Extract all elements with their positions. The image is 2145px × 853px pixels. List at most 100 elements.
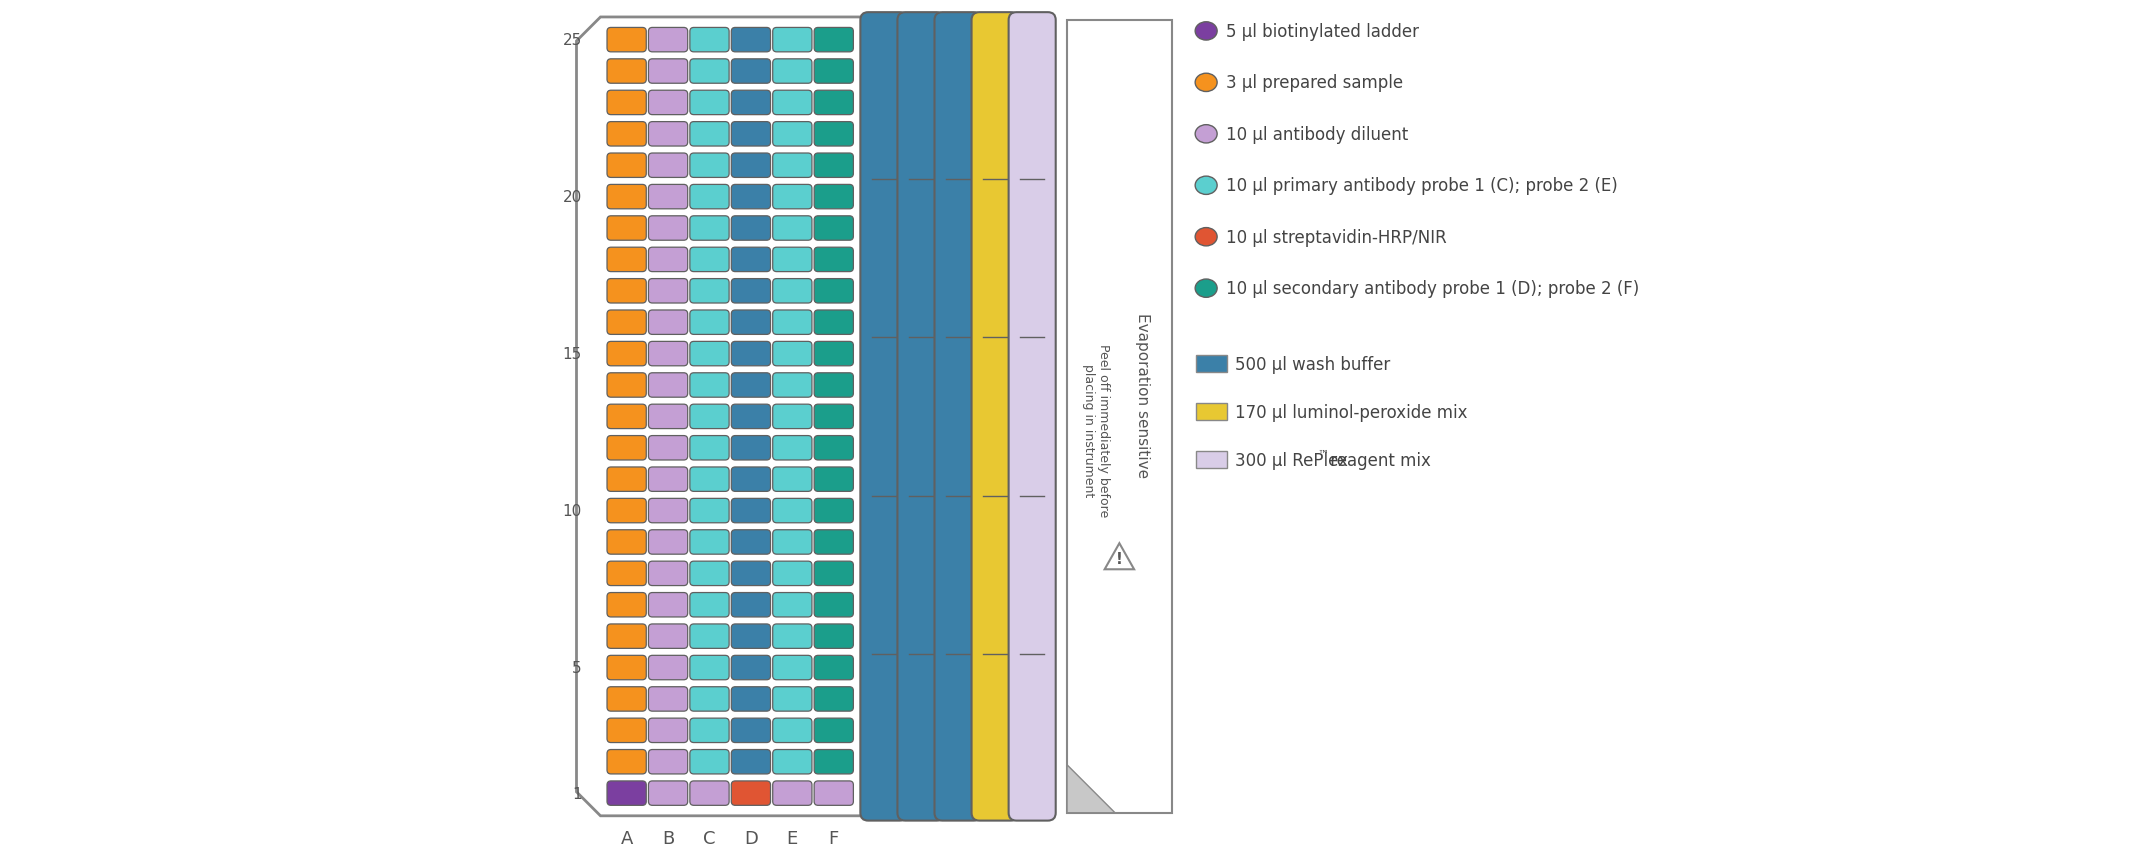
Polygon shape [1105, 543, 1135, 570]
FancyBboxPatch shape [607, 374, 646, 397]
FancyBboxPatch shape [731, 718, 770, 743]
FancyBboxPatch shape [731, 656, 770, 680]
FancyBboxPatch shape [691, 91, 729, 115]
FancyBboxPatch shape [607, 656, 646, 680]
FancyBboxPatch shape [648, 467, 689, 492]
FancyBboxPatch shape [691, 593, 729, 618]
FancyBboxPatch shape [731, 123, 770, 147]
FancyBboxPatch shape [731, 185, 770, 210]
FancyBboxPatch shape [691, 342, 729, 367]
Text: Peel off immediately before
placing in instrument: Peel off immediately before placing in i… [1083, 344, 1111, 516]
Text: F: F [828, 829, 839, 847]
FancyBboxPatch shape [772, 561, 813, 586]
FancyBboxPatch shape [648, 781, 689, 805]
FancyBboxPatch shape [815, 718, 854, 743]
Text: D: D [744, 829, 757, 847]
Polygon shape [577, 18, 864, 815]
FancyBboxPatch shape [648, 656, 689, 680]
FancyBboxPatch shape [648, 217, 689, 241]
Text: 10 µl streptavidin-HRP/NIR: 10 µl streptavidin-HRP/NIR [1227, 229, 1448, 247]
FancyBboxPatch shape [691, 436, 729, 461]
FancyBboxPatch shape [772, 217, 813, 241]
FancyBboxPatch shape [815, 656, 854, 680]
FancyBboxPatch shape [607, 687, 646, 711]
FancyBboxPatch shape [1195, 452, 1227, 468]
Text: 10 µl secondary antibody probe 1 (D); probe 2 (F): 10 µl secondary antibody probe 1 (D); pr… [1227, 280, 1639, 298]
FancyBboxPatch shape [731, 467, 770, 492]
FancyBboxPatch shape [772, 467, 813, 492]
FancyBboxPatch shape [648, 593, 689, 618]
FancyBboxPatch shape [691, 781, 729, 805]
FancyBboxPatch shape [691, 530, 729, 554]
FancyBboxPatch shape [607, 467, 646, 492]
FancyBboxPatch shape [607, 624, 646, 648]
FancyBboxPatch shape [607, 530, 646, 554]
Text: 10 µl primary antibody probe 1 (C); probe 2 (E): 10 µl primary antibody probe 1 (C); prob… [1227, 177, 1617, 195]
FancyBboxPatch shape [772, 499, 813, 523]
FancyBboxPatch shape [607, 750, 646, 774]
FancyBboxPatch shape [648, 750, 689, 774]
FancyBboxPatch shape [607, 718, 646, 743]
FancyBboxPatch shape [691, 28, 729, 53]
FancyBboxPatch shape [772, 656, 813, 680]
FancyBboxPatch shape [815, 185, 854, 210]
FancyBboxPatch shape [607, 499, 646, 523]
FancyBboxPatch shape [648, 561, 689, 586]
FancyBboxPatch shape [772, 91, 813, 115]
FancyBboxPatch shape [815, 404, 854, 429]
FancyBboxPatch shape [607, 593, 646, 618]
Ellipse shape [1195, 125, 1216, 144]
FancyBboxPatch shape [772, 781, 813, 805]
FancyBboxPatch shape [731, 593, 770, 618]
FancyBboxPatch shape [648, 624, 689, 648]
FancyBboxPatch shape [607, 781, 646, 805]
FancyBboxPatch shape [772, 750, 813, 774]
FancyBboxPatch shape [691, 561, 729, 586]
FancyBboxPatch shape [972, 13, 1019, 821]
FancyBboxPatch shape [772, 154, 813, 178]
FancyBboxPatch shape [648, 374, 689, 397]
FancyBboxPatch shape [648, 310, 689, 335]
FancyBboxPatch shape [691, 310, 729, 335]
FancyBboxPatch shape [691, 374, 729, 397]
FancyBboxPatch shape [607, 279, 646, 304]
FancyBboxPatch shape [815, 561, 854, 586]
FancyBboxPatch shape [648, 154, 689, 178]
FancyBboxPatch shape [815, 60, 854, 84]
FancyBboxPatch shape [691, 279, 729, 304]
FancyBboxPatch shape [607, 60, 646, 84]
Text: Evaporation sensitive: Evaporation sensitive [1135, 313, 1150, 478]
Text: ™: ™ [1317, 449, 1328, 459]
FancyBboxPatch shape [691, 499, 729, 523]
FancyBboxPatch shape [648, 404, 689, 429]
FancyBboxPatch shape [772, 279, 813, 304]
FancyBboxPatch shape [607, 154, 646, 178]
FancyBboxPatch shape [648, 28, 689, 53]
FancyBboxPatch shape [1195, 356, 1227, 373]
FancyBboxPatch shape [731, 91, 770, 115]
FancyBboxPatch shape [731, 404, 770, 429]
FancyBboxPatch shape [691, 217, 729, 241]
FancyBboxPatch shape [772, 248, 813, 272]
FancyBboxPatch shape [607, 248, 646, 272]
FancyBboxPatch shape [731, 374, 770, 397]
FancyBboxPatch shape [648, 185, 689, 210]
FancyBboxPatch shape [815, 624, 854, 648]
FancyBboxPatch shape [731, 781, 770, 805]
FancyBboxPatch shape [731, 499, 770, 523]
FancyBboxPatch shape [607, 123, 646, 147]
FancyBboxPatch shape [815, 279, 854, 304]
FancyBboxPatch shape [772, 123, 813, 147]
FancyBboxPatch shape [607, 28, 646, 53]
Text: 10: 10 [562, 503, 581, 519]
Text: 300 µl RePlex: 300 µl RePlex [1236, 451, 1347, 469]
FancyBboxPatch shape [731, 436, 770, 461]
FancyBboxPatch shape [1195, 403, 1227, 421]
FancyBboxPatch shape [691, 154, 729, 178]
FancyBboxPatch shape [648, 248, 689, 272]
FancyBboxPatch shape [691, 467, 729, 492]
Polygon shape [1066, 765, 1115, 813]
FancyBboxPatch shape [607, 561, 646, 586]
FancyBboxPatch shape [772, 593, 813, 618]
FancyBboxPatch shape [648, 91, 689, 115]
